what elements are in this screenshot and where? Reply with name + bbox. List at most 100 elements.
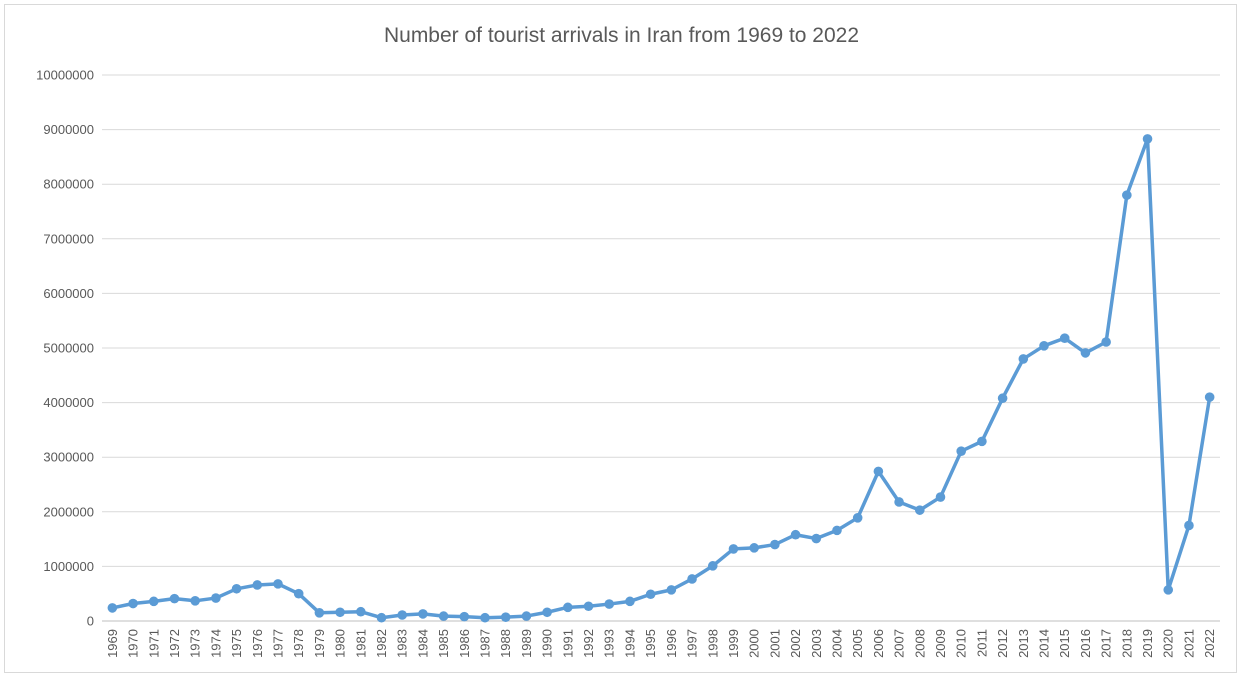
x-tick-label: 1991 — [560, 629, 575, 658]
data-point — [376, 612, 387, 623]
x-tick-label: 2020 — [1161, 629, 1176, 658]
y-tick-label: 8000000 — [43, 177, 94, 192]
data-point — [128, 598, 138, 609]
data-point — [273, 579, 283, 589]
x-tick-label: 1972 — [167, 629, 182, 658]
x-tick-label: 1970 — [126, 629, 141, 658]
data-point — [935, 492, 946, 502]
data-point — [1080, 348, 1091, 358]
data-point — [894, 497, 904, 507]
data-point — [728, 544, 739, 554]
x-tick-label: 1984 — [415, 629, 430, 658]
data-point — [500, 612, 511, 622]
data-point — [770, 539, 780, 550]
x-tick-label: 2021 — [1181, 629, 1196, 658]
x-tick-label: 1993 — [602, 629, 617, 658]
y-tick-label: 1000000 — [43, 559, 94, 574]
x-tick-label: 2009 — [933, 629, 948, 658]
data-point — [977, 436, 987, 447]
data-point — [852, 513, 863, 523]
data-point — [749, 543, 759, 553]
x-tick-label: 1987 — [478, 629, 493, 658]
x-tick-label: 1992 — [581, 629, 596, 658]
y-tick-label: 10000000 — [36, 68, 94, 83]
y-tick-label: 0 — [87, 614, 94, 629]
x-tick-label: 1969 — [105, 629, 120, 658]
x-tick-label: 2011 — [974, 629, 989, 657]
x-tick-label: 1983 — [395, 629, 410, 658]
x-tick-label: 1977 — [270, 629, 285, 658]
data-point — [625, 596, 635, 607]
chart-title: Number of tourist arrivals in Iran from … — [383, 24, 860, 47]
data-point — [1122, 190, 1132, 200]
x-tick-label: 2015 — [1057, 629, 1072, 658]
data-point — [418, 609, 428, 619]
data-point — [459, 611, 470, 622]
data-point — [583, 601, 594, 612]
data-point — [252, 580, 263, 590]
x-tick-label: 2007 — [892, 629, 907, 658]
x-tick-label: 2017 — [1099, 629, 1114, 658]
data-point — [293, 588, 304, 599]
x-tick-label: 2013 — [1016, 629, 1031, 658]
x-tick-label: 1998 — [705, 629, 720, 658]
data-point — [314, 608, 325, 618]
x-tick-label: 2004 — [829, 629, 844, 658]
data-point — [169, 593, 180, 604]
data-point — [1101, 337, 1111, 347]
series-group — [110, 137, 1212, 620]
x-tick-label: 2006 — [871, 629, 886, 658]
x-axis-tick-labels: 1969 1970 1971 1972 1973 1974 1975 1976 1977 1978… — [105, 629, 1217, 658]
data-point — [231, 583, 242, 594]
x-tick-label: 1981 — [353, 629, 368, 658]
x-tick-label: 1980 — [333, 629, 348, 658]
data-point — [914, 505, 925, 515]
data-point — [1184, 520, 1194, 531]
x-tick-label: 1974 — [208, 629, 223, 658]
y-tick-label: 7000000 — [43, 231, 94, 246]
gridlines — [102, 74, 1220, 567]
data-point — [707, 561, 718, 571]
data-point — [480, 612, 490, 623]
data-point — [873, 466, 884, 477]
x-tick-label: 2001 — [767, 629, 782, 658]
y-tick-label: 9000000 — [43, 122, 94, 137]
y-tick-label: 6000000 — [43, 286, 94, 301]
data-point — [687, 574, 697, 584]
x-tick-label: 2000 — [747, 629, 762, 658]
x-tick-label: 1999 — [726, 629, 741, 658]
data-point — [397, 610, 408, 620]
x-tick-label: 1971 — [146, 629, 161, 658]
x-tick-label: 1988 — [498, 629, 513, 658]
x-tick-label: 2016 — [1078, 629, 1093, 658]
data-point — [190, 595, 200, 606]
series-line — [110, 137, 1212, 620]
x-tick-label: 2014 — [1037, 629, 1052, 658]
x-tick-label: 1996 — [664, 629, 679, 658]
y-tick-label: 2000000 — [43, 504, 94, 519]
data-points — [107, 134, 1215, 623]
x-tick-label: 1997 — [685, 629, 700, 658]
x-tick-label: 1989 — [519, 629, 534, 658]
y-tick-label: 4000000 — [43, 395, 94, 410]
data-point — [211, 593, 221, 603]
data-point — [355, 606, 366, 617]
data-point — [956, 446, 967, 456]
y-tick-label: 3000000 — [43, 450, 94, 465]
data-point — [438, 611, 449, 621]
data-point — [1039, 341, 1049, 351]
data-point — [107, 603, 118, 613]
x-tick-label: 1985 — [436, 629, 451, 658]
chart-frame — [4, 4, 1237, 673]
x-tick-label: 2010 — [954, 629, 969, 658]
x-tick-label: 2012 — [995, 629, 1010, 658]
x-tick-label: 1979 — [312, 629, 327, 658]
x-tick-label: 1976 — [250, 629, 265, 658]
x-tick-label: 2018 — [1119, 629, 1134, 658]
x-tick-label: 1986 — [457, 629, 472, 658]
y-tick-label: 5000000 — [43, 341, 94, 356]
data-point — [790, 529, 801, 540]
data-point — [148, 596, 159, 607]
data-point — [604, 599, 615, 609]
